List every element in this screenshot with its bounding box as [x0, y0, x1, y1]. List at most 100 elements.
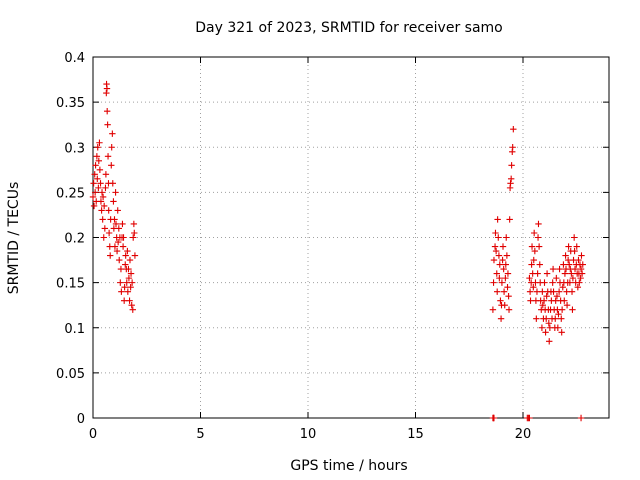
data-point [561, 297, 568, 304]
data-point [93, 153, 101, 160]
data-point [496, 274, 503, 282]
data-point [535, 243, 543, 250]
data-point [500, 265, 507, 273]
data-point [122, 261, 129, 268]
data-point [570, 234, 578, 241]
data-point [569, 306, 576, 313]
data-point [131, 252, 139, 259]
data-point [97, 180, 104, 187]
data-point [91, 189, 99, 196]
grid [93, 57, 609, 418]
data-point [526, 274, 533, 282]
y-tick-label: 0.25 [56, 186, 85, 201]
y-axis-label: SRMTID / TECUs [6, 182, 22, 295]
data-point [533, 315, 540, 322]
data-point [550, 288, 557, 295]
data-point [112, 220, 120, 228]
data-point [127, 283, 134, 291]
data-point [540, 297, 548, 304]
data-point [129, 306, 136, 313]
data-point [541, 279, 548, 286]
data-point [98, 207, 105, 214]
data-point [99, 216, 106, 223]
data-point [558, 329, 565, 336]
data-point [492, 229, 499, 237]
data-point [96, 139, 103, 146]
data-point [530, 256, 537, 264]
data-point [563, 301, 571, 309]
data-point [121, 283, 128, 291]
data-point [495, 234, 502, 241]
data-point [539, 301, 546, 309]
data-point [94, 175, 101, 183]
data-point [576, 279, 583, 286]
data-point [111, 216, 118, 223]
data-point [553, 274, 560, 282]
data-point [130, 234, 137, 241]
data-point [126, 297, 133, 304]
data-point [533, 288, 541, 295]
data-point [552, 315, 559, 322]
data-point [105, 229, 113, 237]
data-point [496, 261, 503, 268]
data-point [127, 270, 135, 277]
data-point [575, 256, 582, 264]
data-point [549, 265, 557, 273]
data-point [574, 283, 582, 291]
data-point [115, 225, 122, 232]
data-point [573, 243, 580, 250]
data-points [89, 80, 586, 422]
data-point [538, 324, 546, 331]
data-point [531, 247, 539, 255]
data-point [493, 270, 500, 277]
y-tick-label: 0.2 [64, 232, 85, 247]
data-point [497, 297, 504, 304]
data-point [108, 162, 115, 169]
data-point [104, 153, 112, 160]
data-point [99, 193, 107, 201]
data-point [543, 292, 550, 300]
data-point [561, 270, 569, 277]
y-tick-label: 0.4 [64, 51, 85, 66]
data-point [100, 202, 108, 210]
data-point [526, 288, 534, 295]
data-point [571, 265, 579, 273]
data-point [123, 279, 130, 286]
data-point [117, 279, 124, 286]
data-point [560, 261, 567, 268]
data-point [506, 216, 513, 223]
data-point [504, 283, 511, 291]
plot-area-frame [92, 56, 610, 419]
data-point [94, 144, 101, 151]
data-point [118, 288, 125, 295]
y-tick-label: 0.05 [56, 367, 85, 382]
data-point [546, 338, 553, 345]
data-point [545, 320, 552, 327]
data-point [90, 180, 97, 187]
y-tick-label: 0.3 [64, 141, 85, 156]
data-point [128, 279, 136, 286]
data-point [530, 283, 537, 291]
data-point [101, 225, 109, 232]
data-point [492, 247, 500, 255]
data-point [92, 162, 99, 169]
data-point [534, 270, 541, 277]
data-point [579, 261, 586, 268]
data-point [578, 252, 585, 259]
data-point [568, 288, 576, 295]
data-point [508, 162, 515, 169]
y-tick-label: 0.1 [64, 322, 85, 337]
data-point [109, 180, 116, 187]
data-point [569, 274, 577, 282]
data-point [543, 270, 551, 277]
data-point [577, 274, 584, 282]
data-point [113, 247, 121, 255]
data-point [120, 234, 127, 241]
data-point [103, 85, 111, 92]
data-point [110, 198, 117, 205]
x-tick-label: 0 [89, 427, 97, 442]
data-point [539, 288, 546, 295]
data-point [503, 234, 510, 241]
data-point [125, 274, 133, 282]
data-point [566, 261, 573, 268]
